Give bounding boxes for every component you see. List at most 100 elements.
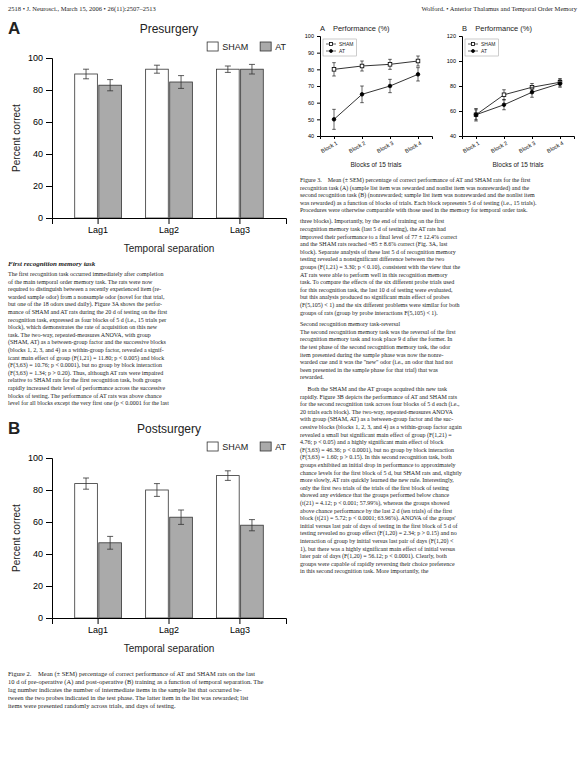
legend-line — [468, 44, 478, 45]
tick-mark — [317, 69, 320, 70]
tick-mark — [169, 618, 170, 624]
legend-marker — [472, 50, 475, 53]
tick-mark — [239, 218, 240, 224]
tick-label: Lag1 — [88, 225, 108, 235]
tick-mark — [418, 136, 419, 139]
tick-label: Lag2 — [159, 625, 179, 635]
text-line: The first recognition task occurred imme… — [8, 271, 163, 277]
tick-mark — [46, 58, 52, 59]
tick-label: 40 — [450, 133, 456, 139]
point — [332, 68, 336, 72]
axis-line — [53, 619, 287, 625]
legend-label: AT — [481, 48, 487, 54]
tick-mark — [459, 61, 462, 62]
text-line: of the main temporal order memory task. … — [8, 279, 153, 285]
tick-mark — [317, 136, 320, 137]
text-line: 4.76; p < 0.05) and a highly significant… — [300, 439, 443, 446]
point — [502, 103, 506, 107]
tick: Lag3 — [230, 218, 250, 235]
tick: Block 1 — [462, 136, 481, 154]
text-line: been presented in the sample phase for t… — [300, 367, 439, 374]
legend-label: SHAM — [222, 42, 248, 52]
point — [474, 113, 478, 117]
error-bar — [502, 90, 506, 100]
text-line: warded sample odor) from a nonsample odo… — [8, 294, 165, 301]
text-line: Figure 2. Mean (± SEM) percentage of cor… — [8, 670, 255, 678]
error-bar — [249, 64, 255, 74]
tick: Lag2 — [159, 218, 179, 235]
chart-title: Postsurgery — [137, 422, 201, 436]
tick: 0 — [38, 613, 52, 623]
tick-label: 70 — [308, 83, 314, 89]
tick-mark — [46, 154, 52, 155]
panel-label: A — [8, 19, 20, 38]
tick: 40 — [33, 549, 52, 559]
tick-mark — [459, 36, 462, 37]
text-line: Second recognition memory task-reversal — [300, 321, 400, 327]
tick-mark — [390, 136, 391, 139]
tick-mark — [317, 36, 320, 37]
text-line: Both the SHAM and the AT groups acquired… — [300, 386, 447, 392]
tick-label: 80 — [308, 67, 314, 73]
tick: Block 2 — [490, 136, 509, 154]
legend-swatch — [207, 442, 218, 451]
line-chart: B Performance (%)406080100120Block 1Bloc… — [447, 24, 575, 168]
legend-item: AT — [260, 42, 286, 52]
point — [388, 84, 392, 88]
text-line: lag number indicates the number of inter… — [8, 686, 242, 693]
text-line: mance of SHAM and AT rats during the 20 … — [8, 309, 168, 315]
series-line — [476, 84, 560, 115]
tick: 80 — [33, 485, 52, 495]
y-axis: 406080100120 — [447, 33, 463, 139]
figure-caption: Figure 2. Mean (± SEM) percentage of cor… — [8, 670, 264, 709]
text-line: testing revealed no group effect (F(1,20… — [300, 530, 457, 537]
text-line: groups (F(1,21) = 3.30; p < 0.10), consi… — [300, 264, 460, 271]
header: Wolford. • Anterior Thalamus and Tempora… — [421, 5, 577, 12]
tick-label: Block 1 — [320, 140, 339, 154]
legend-marker — [330, 43, 333, 46]
tick-label: 100 — [28, 53, 43, 63]
axis-line — [46, 459, 53, 619]
text-line: (F(3,63) = 1.34; p > 0.20). Thus, althou… — [8, 370, 163, 377]
text-line: groups exhibited an initial drop in perf… — [300, 462, 456, 468]
error-bar — [530, 87, 534, 97]
bar — [241, 525, 264, 618]
x-axis-title: Temporal separation — [124, 243, 215, 254]
tick-label: 100 — [305, 33, 314, 39]
text-line: revealed a small but significant main ef… — [300, 432, 452, 439]
error-bar — [388, 79, 392, 92]
point — [332, 118, 336, 122]
tick-label: 120 — [447, 33, 456, 39]
tick-label: 40 — [308, 133, 314, 139]
point — [416, 73, 420, 77]
text-line: cessive blocks (blocks 1, 2, 3, and 4) a… — [300, 424, 462, 431]
tick: Block 1 — [320, 136, 339, 154]
tick: 120 — [447, 33, 462, 39]
panel-label: B — [8, 419, 20, 438]
tick-label: Lag3 — [230, 225, 250, 235]
text-line: above chance performance by the last 2 d… — [300, 508, 453, 515]
tick-label: 60 — [308, 100, 314, 106]
text-line: (F(3,63) = 46.36; p < 0.0001), but no gr… — [300, 447, 454, 454]
text-line: The second recognition memory task was t… — [300, 329, 456, 335]
text-line: groups were capable of rapidly reversing… — [300, 561, 455, 567]
tick-label: 20 — [33, 181, 43, 191]
tick: 20 — [33, 581, 52, 591]
bar — [99, 543, 122, 618]
x-axis: Lag1Lag2Lag3 — [53, 618, 287, 635]
text-line: recognition task, expressed as four bloc… — [8, 317, 166, 324]
legend-item: AT — [260, 442, 286, 452]
tick-label: 0 — [38, 213, 43, 223]
error-bar — [107, 80, 113, 91]
chart-title: A Performance (%) — [320, 24, 390, 33]
tick: 40 — [308, 133, 320, 139]
y-axis: 020406080100 — [28, 453, 53, 623]
text-line: more slowly, AT rats quickly learned the… — [300, 477, 454, 483]
error-bar — [474, 109, 478, 122]
text-line: three blocks). Importantly, by the end o… — [300, 218, 445, 225]
text-line: task. The two-way, repeated-measures ANO… — [8, 332, 151, 338]
x-axis: Block 1Block 2Block 3Block 4 — [462, 136, 575, 154]
tick-mark — [46, 490, 52, 491]
text-line: Figure 3. Mean (± SEM) percentage of cor… — [300, 177, 531, 184]
legend: SHAM AT — [207, 42, 286, 52]
